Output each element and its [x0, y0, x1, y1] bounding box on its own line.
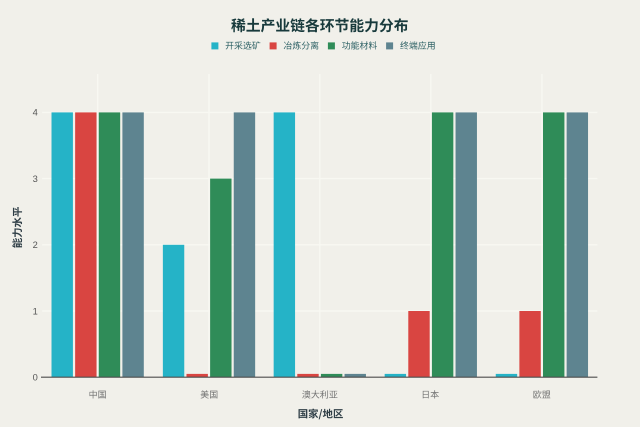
- svg-text:3: 3: [33, 174, 38, 184]
- svg-text:0: 0: [33, 373, 38, 383]
- svg-text:1: 1: [33, 306, 38, 316]
- svg-text:2: 2: [33, 240, 38, 250]
- svg-text:4: 4: [33, 108, 38, 118]
